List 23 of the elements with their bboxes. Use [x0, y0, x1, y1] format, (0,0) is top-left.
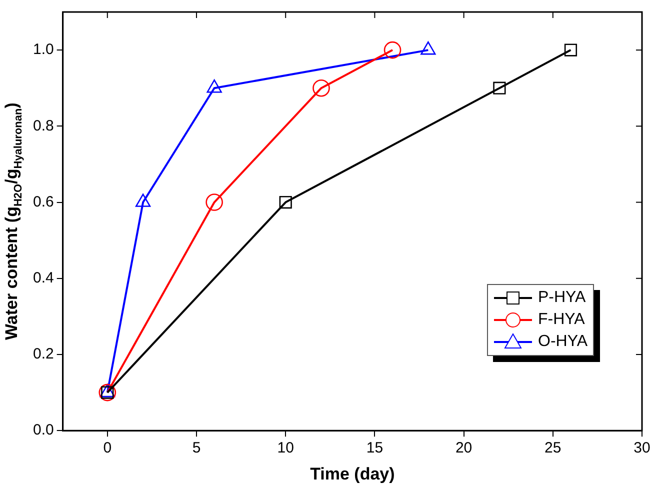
x-tick-label: 10: [277, 440, 294, 457]
x-tick-label: 20: [455, 440, 472, 457]
legend-label: O-HYA: [538, 332, 588, 351]
point: [493, 82, 506, 94]
legend-label: P-HYA: [538, 288, 586, 307]
y-tick-label: 0.4: [32, 270, 54, 287]
y-tick-label: 0.0: [32, 422, 54, 439]
x-axis-title: Time (day): [310, 464, 395, 484]
point: [564, 44, 578, 56]
y-tick-label: 0.8: [32, 117, 54, 134]
x-tick-label: 30: [634, 440, 650, 457]
y-tick-label: 1.0: [32, 41, 54, 58]
x-tick-label: 15: [366, 440, 384, 457]
point: [384, 41, 402, 59]
point: [206, 194, 223, 211]
point: [279, 196, 292, 209]
x-tick-label: 25: [544, 440, 562, 457]
x-tick-label: 5: [192, 440, 201, 457]
y-tick-label: 0.6: [32, 193, 54, 210]
x-tick-label: 0: [103, 440, 112, 457]
y-tick-label: 0.2: [32, 346, 54, 363]
point: [312, 79, 330, 97]
legend-label: F-HYA: [538, 310, 585, 329]
